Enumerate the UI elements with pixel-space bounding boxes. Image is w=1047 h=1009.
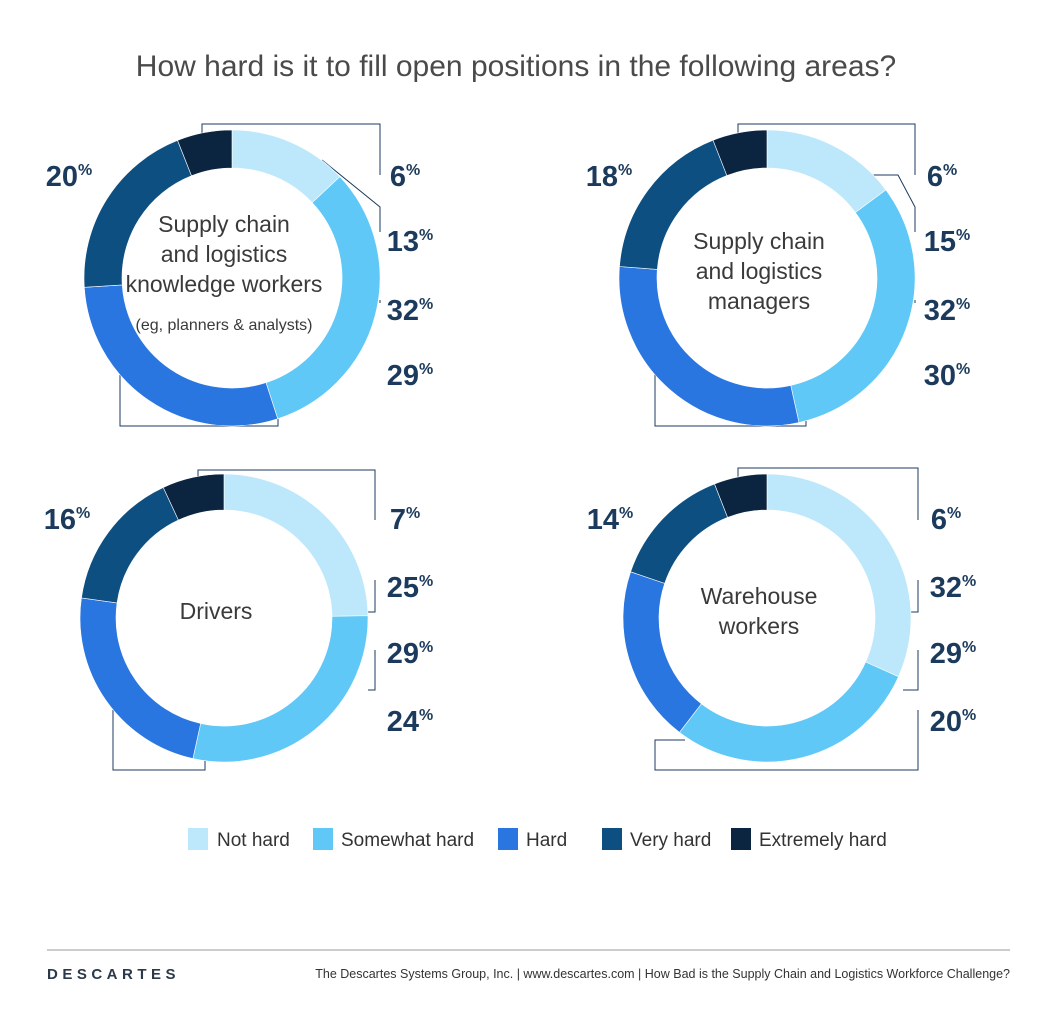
donut-chart-managers: Supply chain and logistics managers 15% 32% 3… xyxy=(586,123,971,427)
slice-hard[interactable] xyxy=(622,571,702,733)
slice-extremely-hard[interactable] xyxy=(712,129,768,176)
descartes-logo: DESCARTES xyxy=(47,966,180,983)
leader-line-not-hard xyxy=(866,174,916,232)
slice-very-hard[interactable] xyxy=(630,483,729,584)
slice-very-hard[interactable] xyxy=(81,487,179,604)
legend-swatch-hard xyxy=(498,828,518,850)
data-label-extremely-hard: 6% xyxy=(927,161,957,193)
leader-line-not-hard xyxy=(368,580,376,613)
data-label-not-hard: 25% xyxy=(387,572,434,604)
leader-line-extremely-hard xyxy=(197,469,376,520)
data-label-hard: 24% xyxy=(387,706,434,738)
data-label-somewhat-hard: 32% xyxy=(924,295,971,327)
data-label-not-hard: 32% xyxy=(930,572,977,604)
leader-line-not-hard xyxy=(321,159,381,232)
legend-label-not-hard: Not hard xyxy=(217,830,290,851)
legend-label-extremely-hard: Extremely hard xyxy=(759,830,887,851)
chart-legend: Not hard Somewhat hard Hard Very hard Extrem… xyxy=(188,828,887,851)
slice-somewhat-hard[interactable] xyxy=(192,615,369,763)
leader-line-extremely-hard xyxy=(737,123,916,175)
data-label-not-hard: 15% xyxy=(924,226,971,258)
data-label-somewhat-hard: 32% xyxy=(387,295,434,327)
data-label-very-hard: 18% xyxy=(586,161,633,193)
data-label-extremely-hard: 6% xyxy=(931,504,961,536)
legend-swatch-very-hard xyxy=(602,828,622,850)
donut-center-label: Supply chain and logistics managers xyxy=(693,228,825,314)
donut-chart-warehouse-workers: Warehouse workers 32% 29% 20% 14% 6% xyxy=(587,467,977,771)
legend-swatch-somewhat-hard xyxy=(313,828,333,850)
donut-chart-drivers: Drivers 25% 29% 24% 16% 7% xyxy=(44,469,434,771)
leader-line-extremely-hard xyxy=(737,467,919,520)
donut-center-label: Supply chain and logistics knowledge worke… xyxy=(126,211,323,297)
leader-line-somewhat-hard xyxy=(368,650,376,691)
donut-center-label: Drivers xyxy=(180,598,253,624)
donut-center-sublabel: (eg, planners & analysts) xyxy=(136,317,313,334)
leader-line-not-hard xyxy=(911,580,919,613)
data-label-very-hard: 16% xyxy=(44,504,91,536)
data-label-not-hard: 13% xyxy=(387,226,434,258)
slice-somewhat-hard[interactable] xyxy=(679,661,899,763)
data-label-hard: 20% xyxy=(930,706,977,738)
legend-swatch-extremely-hard xyxy=(731,828,751,850)
slice-extremely-hard[interactable] xyxy=(714,473,768,518)
slice-not-hard[interactable] xyxy=(223,473,369,617)
legend-label-somewhat-hard: Somewhat hard xyxy=(341,830,474,851)
data-label-somewhat-hard: 29% xyxy=(387,638,434,670)
footer-credit: The Descartes Systems Group, Inc. | www.… xyxy=(315,967,1010,981)
data-label-very-hard: 20% xyxy=(46,161,93,193)
legend-swatch-not-hard xyxy=(188,828,208,850)
data-label-extremely-hard: 7% xyxy=(390,504,420,536)
chart-title: How hard is it to fill open positions in… xyxy=(136,50,896,83)
slice-not-hard[interactable] xyxy=(766,129,887,213)
data-label-hard: 29% xyxy=(387,360,434,392)
leader-line-extremely-hard xyxy=(201,123,381,175)
donut-chart-knowledge-workers: Supply chain and logistics knowledge worke… xyxy=(46,123,434,427)
data-label-very-hard: 14% xyxy=(587,504,634,536)
data-label-somewhat-hard: 29% xyxy=(930,638,977,670)
slice-extremely-hard[interactable] xyxy=(177,129,233,177)
slice-hard[interactable] xyxy=(83,284,279,427)
data-label-hard: 30% xyxy=(924,360,971,392)
leader-line-hard xyxy=(112,710,206,771)
leader-line-hard xyxy=(119,370,279,427)
slice-extremely-hard[interactable] xyxy=(162,473,225,521)
leader-line-hard xyxy=(654,710,919,771)
slice-not-hard[interactable] xyxy=(766,473,912,678)
donut-center-label: Warehouse workers xyxy=(701,583,818,639)
legend-label-very-hard: Very hard xyxy=(630,830,711,851)
legend-label-hard: Hard xyxy=(526,830,567,851)
leader-line-somewhat-hard xyxy=(903,650,919,691)
data-label-extremely-hard: 6% xyxy=(390,161,420,193)
